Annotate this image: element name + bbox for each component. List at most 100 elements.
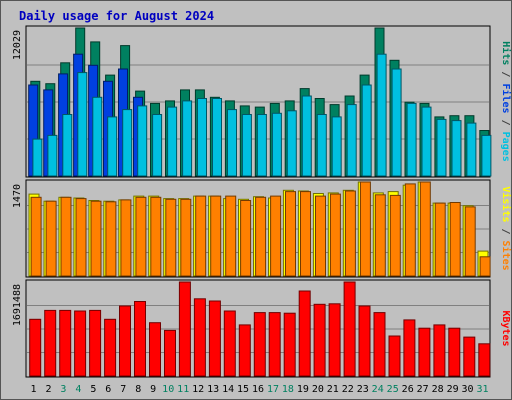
kbytes-panel: 1691488 KBytes — [12, 279, 511, 378]
x-tick-day-17: 17 — [267, 384, 279, 395]
traffic-bar-pages-4 — [77, 72, 88, 177]
kbytes-bar-kbytes-8 — [134, 301, 146, 377]
kbytes-bar-kbytes-10 — [164, 329, 176, 377]
traffic-bar-pages-31 — [481, 134, 492, 177]
x-tick-day-27: 27 — [417, 384, 429, 395]
traffic-legend: Hits / Files / Pages — [500, 41, 512, 161]
traffic-bar-pages-18 — [286, 110, 297, 177]
x-tick-day-12: 12 — [192, 384, 204, 395]
traffic-bar-pages-24 — [376, 53, 387, 177]
traffic-bar-pages-19 — [301, 95, 312, 177]
kbytes-bar-kbytes-17 — [268, 312, 281, 377]
kbytes-bar-kbytes-25 — [388, 335, 401, 377]
traffic-bar-pages-22 — [346, 104, 357, 177]
kbytes-bar-kbytes-30 — [463, 336, 476, 377]
traffic-bar-pages-17 — [271, 112, 282, 177]
kbytes-bar-kbytes-13 — [208, 300, 221, 377]
visits-bar-sites-8 — [135, 196, 147, 277]
visits-bar-sites-27 — [419, 181, 431, 277]
traffic-bar-pages-2 — [47, 134, 58, 177]
visits-bar-sites-12 — [195, 195, 207, 277]
x-tick-day-5: 5 — [90, 384, 96, 395]
visits-bar-sites-13 — [210, 195, 222, 277]
x-tick-day-6: 6 — [105, 384, 111, 395]
legend-entry: Pages — [500, 132, 511, 162]
kbytes-bar-kbytes-24 — [373, 312, 386, 377]
visits-bar-sites-14 — [225, 195, 237, 277]
visits-panel: 1470 Visits / Sites — [12, 179, 512, 278]
traffic-bar-pages-23 — [361, 84, 372, 177]
traffic-bar-pages-9 — [152, 114, 163, 177]
kbytes-bar-kbytes-29 — [448, 327, 461, 377]
traffic-bar-pages-20 — [316, 114, 327, 177]
visits-bar-sites-3 — [60, 196, 72, 277]
visits-bar-sites-5 — [90, 200, 102, 277]
kbytes-bar-kbytes-14 — [223, 310, 236, 377]
traffic-bar-pages-29 — [451, 120, 462, 177]
visits-bar-sites-22 — [344, 190, 356, 277]
traffic-panel: 12029 Hits / Files / Pages — [12, 25, 512, 178]
legend-entry: / — [500, 222, 511, 240]
x-tick-day-25: 25 — [387, 384, 399, 395]
kbytes-bar-kbytes-16 — [253, 312, 266, 377]
legend-entry: / — [500, 114, 511, 132]
x-tick-day-16: 16 — [252, 384, 264, 395]
x-tick-day-7: 7 — [120, 384, 126, 395]
legend-entry: KBytes — [500, 310, 511, 346]
traffic-bar-pages-15 — [241, 114, 252, 177]
x-tick-day-14: 14 — [222, 384, 234, 395]
kbytes-bar-kbytes-5 — [89, 309, 102, 377]
visits-legend: Visits / Sites — [500, 186, 512, 270]
traffic-ymax-tick: 12029 — [12, 30, 23, 60]
visits-bar-sites-2 — [45, 200, 57, 277]
x-tick-day-23: 23 — [357, 384, 369, 395]
visits-bar-sites-4 — [75, 198, 87, 277]
kbytes-bar-kbytes-15 — [238, 324, 251, 377]
x-tick-day-31: 31 — [476, 384, 488, 395]
legend-entry: Sites — [500, 241, 512, 271]
x-tick-day-24: 24 — [372, 384, 384, 395]
x-tick-day-18: 18 — [282, 384, 294, 395]
legend-entry: Hits — [500, 41, 512, 65]
x-tick-day-28: 28 — [432, 384, 444, 395]
visits-bar-sites-19 — [300, 191, 311, 277]
kbytes-bar-kbytes-19 — [298, 290, 311, 377]
kbytes-bar-kbytes-12 — [193, 298, 206, 377]
visits-ymax-tick: 1470 — [12, 184, 23, 208]
kbytes-bar-kbytes-28 — [433, 324, 446, 377]
traffic-bar-pages-10 — [167, 106, 178, 177]
chart-title: Daily usage for August 2024 — [19, 9, 214, 23]
visits-bar-sites-30 — [464, 206, 476, 277]
legend-entry: Files — [500, 83, 512, 113]
traffic-bar-pages-13 — [212, 98, 222, 177]
traffic-bar-pages-28 — [436, 118, 447, 177]
traffic-bar-pages-8 — [137, 105, 148, 177]
visits-bar-sites-7 — [120, 199, 132, 277]
visits-bar-sites-15 — [240, 200, 252, 277]
traffic-bar-pages-16 — [256, 114, 267, 177]
traffic-bar-pages-7 — [122, 109, 133, 177]
legend-entry: / — [500, 65, 511, 83]
kbytes-bar-kbytes-23 — [358, 305, 371, 377]
kbytes-bar-kbytes-21 — [328, 303, 341, 377]
traffic-bar-pages-27 — [421, 106, 432, 177]
visits-bar-sites-16 — [255, 196, 267, 277]
kbytes-bar-kbytes-18 — [283, 312, 296, 377]
x-tick-day-20: 20 — [312, 384, 324, 395]
visits-bar-sites-11 — [180, 198, 192, 277]
x-tick-day-19: 19 — [297, 384, 309, 395]
traffic-bar-pages-5 — [92, 96, 103, 177]
x-tick-day-26: 26 — [402, 384, 414, 395]
visits-bar-sites-17 — [270, 195, 282, 277]
visits-bar-sites-9 — [150, 196, 162, 277]
traffic-bar-pages-3 — [62, 114, 73, 177]
visits-bar-sites-21 — [329, 193, 341, 277]
traffic-bar-pages-6 — [107, 116, 118, 177]
visits-bar-sites-23 — [359, 181, 371, 277]
kbytes-bar-kbytes-7 — [119, 305, 131, 377]
visits-bar-sites-25 — [389, 194, 401, 277]
traffic-bar-pages-25 — [391, 68, 402, 177]
traffic-bar-pages-11 — [182, 100, 193, 177]
kbytes-bar-kbytes-22 — [343, 281, 356, 377]
